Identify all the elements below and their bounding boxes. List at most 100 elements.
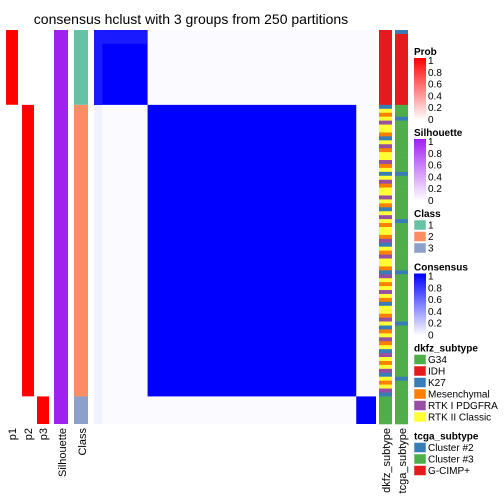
tcga-subtype-cell	[395, 108, 408, 114]
prob-label-p3: p3	[38, 428, 50, 440]
dkfz-subtype-cell	[379, 353, 392, 358]
tcga-subtype-cell	[395, 230, 408, 236]
dkfz-subtype-cell	[379, 37, 392, 43]
legend-tick-label: 0	[428, 331, 434, 342]
legend-tick-label: 0.2	[428, 319, 442, 330]
legend-swatch	[413, 388, 427, 400]
dkfz-subtype-cell	[379, 124, 392, 129]
legend-tick-label: 0.2	[428, 184, 442, 195]
legend-swatch	[413, 354, 427, 365]
dkfz-subtype-cell	[379, 246, 392, 251]
legend-item-label: 2	[428, 232, 434, 243]
tcga-subtype-cell	[395, 396, 408, 401]
legend-item-label: RTK II Classic	[428, 413, 491, 424]
dkfz-subtype-cell	[379, 329, 392, 334]
legend-swatch	[413, 465, 427, 476]
dkfz-subtype-cell	[379, 349, 392, 354]
tcga-subtype-cell	[395, 238, 408, 244]
dkfz-subtype-cell	[379, 227, 392, 232]
dkfz-subtype-cell	[379, 219, 392, 224]
dkfz-subtype-cell	[379, 238, 392, 244]
prob-track-p1-class-2	[6, 104, 18, 397]
dkfz-subtype-label: dkfz_subtype	[381, 428, 393, 493]
dkfz-subtype-cell	[379, 57, 392, 62]
tcga-subtype-cell	[395, 301, 408, 307]
dkfz-subtype-cell	[379, 152, 392, 157]
dkfz-subtype-cell	[379, 207, 392, 212]
prob-track-p3-class-3	[37, 396, 49, 424]
dkfz-subtype-cell	[379, 30, 392, 35]
dkfz-subtype-cell	[379, 96, 392, 102]
tcga-subtype-cell	[395, 408, 408, 413]
prob-label-p2: p2	[23, 428, 35, 440]
tcga-subtype-cell	[395, 392, 408, 397]
legend-swatch	[413, 231, 427, 242]
legend-tick-label: 0.4	[428, 91, 442, 102]
dkfz-subtype-cell	[379, 144, 392, 149]
dkfz-subtype-cell	[379, 203, 392, 208]
tcga-subtype-cell	[395, 148, 408, 153]
tcga-subtype-cell	[395, 388, 408, 393]
tcga-subtype-cell	[395, 160, 408, 165]
tcga-subtype-cell	[395, 211, 408, 216]
legend-title: dkfz_subtype	[414, 344, 478, 355]
dkfz-subtype-cell	[379, 136, 392, 141]
silhouette-track	[54, 30, 68, 424]
tcga-subtype-cell	[395, 112, 408, 117]
tcga-subtype-cell	[395, 195, 408, 200]
dkfz-subtype-cell	[379, 388, 392, 393]
dkfz-subtype-cell	[379, 61, 392, 66]
dkfz-subtype-cell	[379, 45, 392, 50]
legend-title: Class	[414, 209, 441, 220]
tcga-subtype-cell	[395, 290, 408, 295]
tcga-subtype-cell	[395, 372, 408, 378]
heatmap-body	[6, 30, 408, 425]
tcga-subtype-cell	[395, 329, 408, 334]
tcga-subtype-cell	[395, 30, 408, 35]
dkfz-subtype-cell	[379, 384, 392, 389]
dkfz-subtype-cell	[379, 321, 392, 326]
prob-track-p2-class-3	[22, 396, 34, 424]
tcga-subtype-cell	[395, 93, 408, 98]
legend-tick-label: 0.6	[428, 295, 442, 306]
dkfz-subtype-cell	[379, 337, 392, 342]
dkfz-subtype-cell	[379, 163, 392, 169]
dkfz-subtype-cell	[379, 41, 392, 47]
tcga-subtype-cell	[395, 337, 408, 342]
dkfz-subtype-cell	[379, 404, 392, 409]
dkfz-subtype-cell	[379, 148, 392, 153]
tcga-subtype-cell	[395, 49, 408, 54]
tcga-subtype-cell	[395, 77, 408, 82]
tcga-subtype-cell	[395, 234, 408, 240]
tcga-subtype-cell	[395, 73, 408, 78]
dkfz-subtype-cell	[379, 230, 392, 236]
tcga-subtype-cell	[395, 364, 408, 370]
dkfz-subtype-cell	[379, 33, 392, 39]
dkfz-subtype-cell	[379, 100, 392, 106]
dkfz-subtype-cell	[379, 266, 392, 271]
legend-item-label: 1	[428, 221, 434, 232]
legend-tick-label: 0.4	[428, 172, 442, 183]
dkfz-subtype-cell	[379, 250, 392, 255]
legend-swatch	[413, 453, 427, 465]
dkfz-subtype-cell	[379, 191, 392, 196]
tcga-subtype-cell	[395, 175, 408, 181]
tcga-subtype-cell	[395, 167, 408, 173]
tcga-subtype-cell	[395, 360, 408, 366]
legend-swatch	[413, 411, 427, 423]
dkfz-subtype-cell	[379, 416, 392, 421]
prob-track-p2-class-1	[22, 30, 34, 105]
dkfz-subtype-cell	[379, 341, 392, 346]
legend-color-bar	[414, 273, 426, 336]
tcga-subtype-cell	[395, 266, 408, 271]
tcga-subtype-cell	[395, 81, 408, 86]
dkfz-subtype-cell	[379, 364, 392, 370]
dkfz-subtype-cell	[379, 93, 392, 98]
dkfz-subtype-cell	[379, 175, 392, 181]
legend-item-label: Cluster #3	[428, 455, 474, 466]
dkfz-subtype-cell	[379, 408, 392, 413]
dkfz-subtype-cell	[379, 258, 392, 263]
consensus-block-class-2	[147, 104, 357, 397]
class-track-3	[74, 396, 88, 424]
dkfz-subtype-cell	[379, 345, 392, 350]
